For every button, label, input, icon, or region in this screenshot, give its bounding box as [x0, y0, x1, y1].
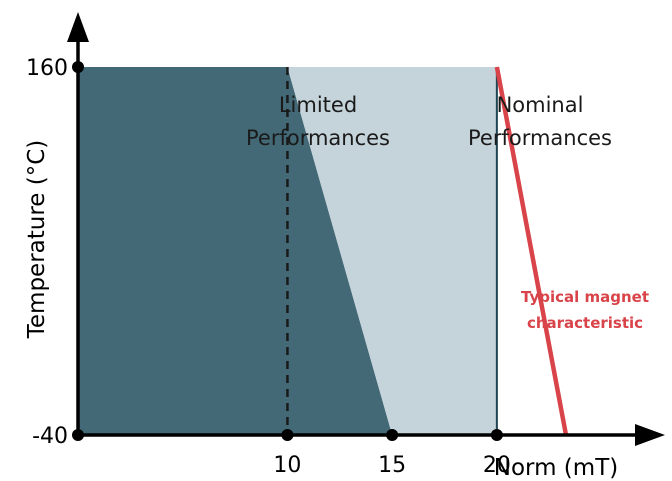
- marker-point-0--40: [72, 429, 84, 441]
- series-line-typical-magnet-characteristic: [494, 66, 569, 436]
- region-limited-performances: [287, 67, 497, 435]
- marker-point-0-160: [72, 61, 84, 73]
- marker-point-10--40: [281, 429, 294, 441]
- region-label-nominal-performances-line-1: Nominal: [497, 93, 584, 117]
- region-0: [78, 67, 393, 435]
- region-label-limited-performances-line-1: Limited: [279, 93, 357, 117]
- x-tick-label-15: 15: [378, 453, 406, 478]
- region-label-limited-performances-line-2: Performances: [246, 126, 390, 150]
- regions-layer: [78, 67, 497, 435]
- y-tick-label--40: -40: [32, 424, 68, 449]
- x-tick-label-10: 10: [273, 453, 301, 478]
- series-annotation-typical-magnet-characteristic-line-2: characteristic: [527, 314, 643, 332]
- series-annotation-typical-magnet-characteristic-line-1: Typical magnet: [521, 288, 649, 306]
- y-axis-arrowhead: [67, 12, 89, 42]
- x-axis-arrowhead: [635, 424, 665, 446]
- region-label-nominal-performances-line-2: Performances: [468, 126, 612, 150]
- marker-point-15--40: [386, 429, 399, 441]
- y-tick-label-160: 160: [26, 56, 68, 81]
- lines-layer: [286, 66, 569, 436]
- points-layer: [72, 61, 503, 441]
- y-axis-label: Temperature (°C): [24, 140, 50, 340]
- labels-layer: 10 15 20 160 -40 Norm (mT) Temperature (°C) Lim…: [24, 56, 649, 481]
- x-axis-label: Norm (mT): [494, 455, 618, 481]
- x-tick-label-20: 20: [483, 453, 511, 478]
- marker-point-20--40: [490, 429, 503, 441]
- axes-layer: [67, 12, 665, 446]
